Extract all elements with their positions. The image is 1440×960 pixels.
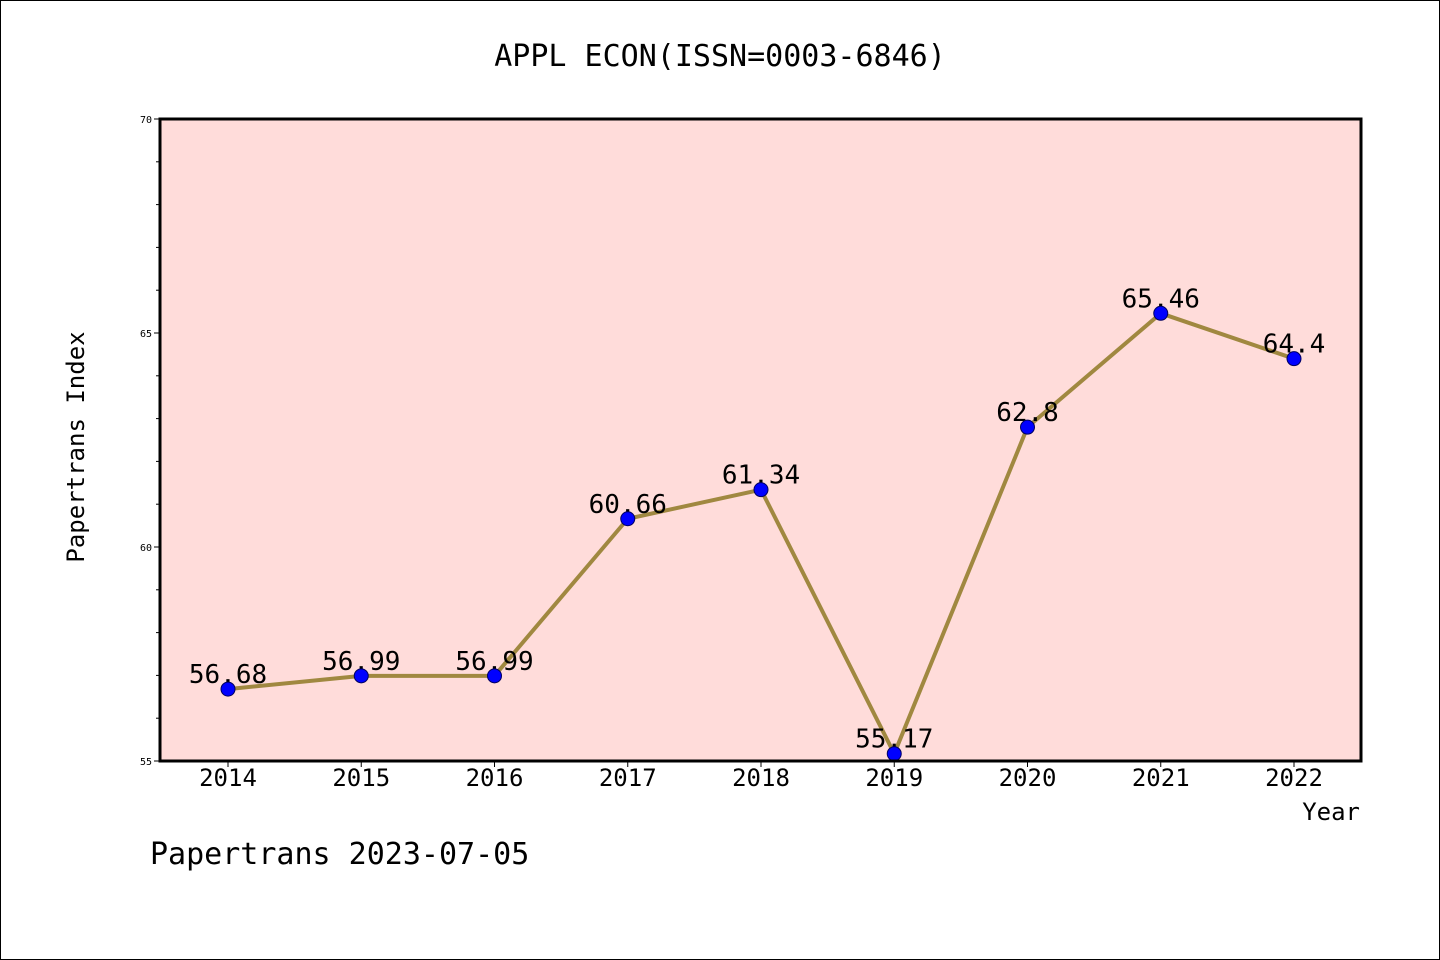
y-tick-label: 60 — [140, 543, 152, 554]
data-point — [620, 511, 636, 527]
x-axis-label: Year — [1302, 798, 1360, 826]
footer-date: Papertrans 2023-07-05 — [150, 837, 529, 872]
data-point — [1286, 351, 1302, 367]
x-tick-label: 2019 — [865, 764, 923, 792]
x-tick-label: 2015 — [332, 764, 390, 792]
x-tick-label: 2020 — [999, 764, 1057, 792]
y-axis-label: Papertrans Index — [62, 331, 90, 562]
data-point — [487, 668, 502, 684]
data-point — [886, 746, 902, 762]
y-tick-label: 70 — [140, 115, 152, 126]
x-tick-label: 2014 — [199, 764, 257, 792]
x-tick-label: 2017 — [599, 764, 657, 792]
y-tick-label: 55 — [140, 757, 152, 768]
plot-border — [158, 117, 1363, 763]
chart-title: APPL ECON(ISSN=0003-6846) — [494, 39, 946, 74]
data-point — [1020, 419, 1035, 435]
plot-background — [160, 119, 1361, 761]
data-point — [220, 681, 236, 697]
y-tick-label: 65 — [140, 329, 152, 340]
plot-area: 55 60 65 70 2014 2015 2016 2017 2018 2019 2020 2021… — [140, 115, 1363, 792]
data-point — [753, 482, 769, 498]
x-tick-label: 2016 — [466, 764, 524, 792]
data-point — [1153, 305, 1169, 321]
x-tick-label: 2021 — [1132, 764, 1190, 792]
x-tick-label: 2022 — [1265, 764, 1323, 792]
x-tick-label: 2018 — [732, 764, 790, 792]
data-point — [353, 668, 369, 684]
